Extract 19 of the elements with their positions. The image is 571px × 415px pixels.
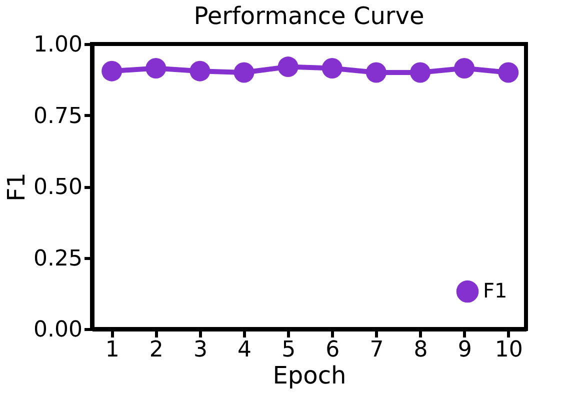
x-tick-label: 6 [326,338,340,362]
x-axis-title: Epoch [272,362,346,390]
legend-label: F1 [483,278,508,302]
x-tick-label: 4 [238,338,252,362]
x-tick-label: 8 [414,338,428,362]
x-tick-label: 1 [105,338,120,362]
chart-title: Performance Curve [194,2,424,30]
y-tick-label: 0.75 [34,104,82,129]
x-tick-label: 2 [149,338,164,362]
x-tick-label: 5 [282,338,296,362]
y-tick-label: 0.00 [34,318,82,342]
x-tick-label: 10 [494,338,523,362]
y-axis-title: F1 [2,172,31,202]
y-tick-label: 0.50 [34,175,82,200]
x-tick-label: 9 [458,338,472,362]
x-tick-label: 3 [193,338,208,362]
y-tick-label: 0.25 [34,246,82,272]
y-tick-label: 1.00 [34,32,82,58]
x-tick-label: 7 [370,338,384,362]
